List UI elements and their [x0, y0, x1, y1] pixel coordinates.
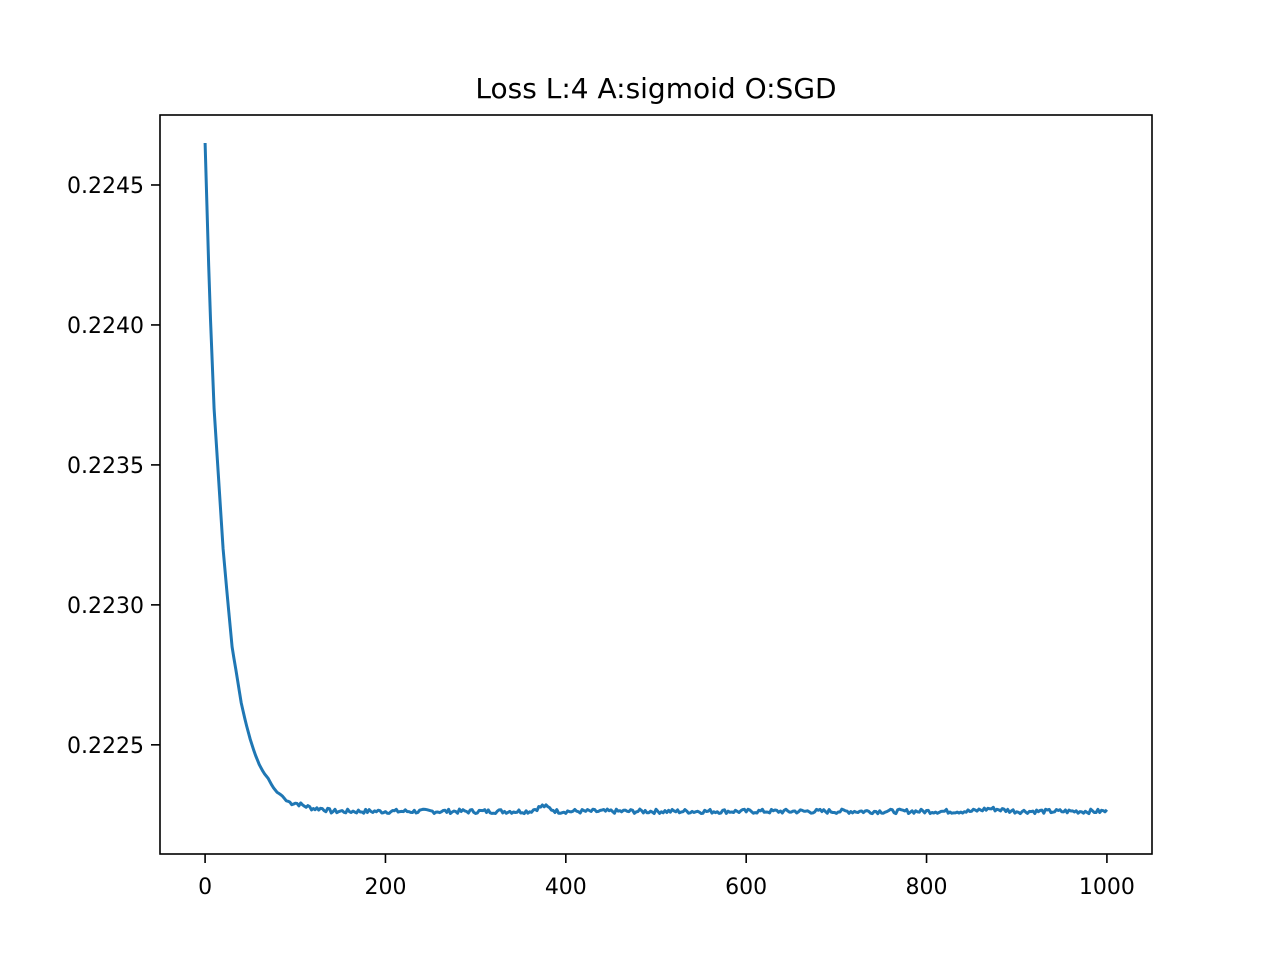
x-tick-label: 400	[545, 875, 587, 900]
x-tick-label: 600	[725, 875, 767, 900]
y-tick-label: 0.2225	[67, 734, 144, 759]
x-tick-label: 0	[198, 875, 212, 900]
x-tick-label: 800	[906, 875, 948, 900]
y-axis: 0.2225 0.2230 0.2235 0.2240 0.2245	[67, 174, 160, 759]
series-line	[203, 142, 1109, 816]
x-axis: 0 200 400 600 800 1000	[198, 854, 1135, 900]
axes-frame	[159, 114, 1153, 855]
plot-area	[203, 142, 1109, 816]
x-tick-label: 1000	[1079, 875, 1135, 900]
y-tick-label: 0.2240	[67, 314, 144, 339]
y-tick-label: 0.2245	[67, 174, 144, 199]
y-tick-label: 0.2230	[67, 594, 144, 619]
chart-title: Loss L:4 A:sigmoid O:SGD	[475, 72, 836, 105]
y-tick-label: 0.2235	[67, 454, 144, 479]
x-tick-label: 200	[364, 875, 406, 900]
